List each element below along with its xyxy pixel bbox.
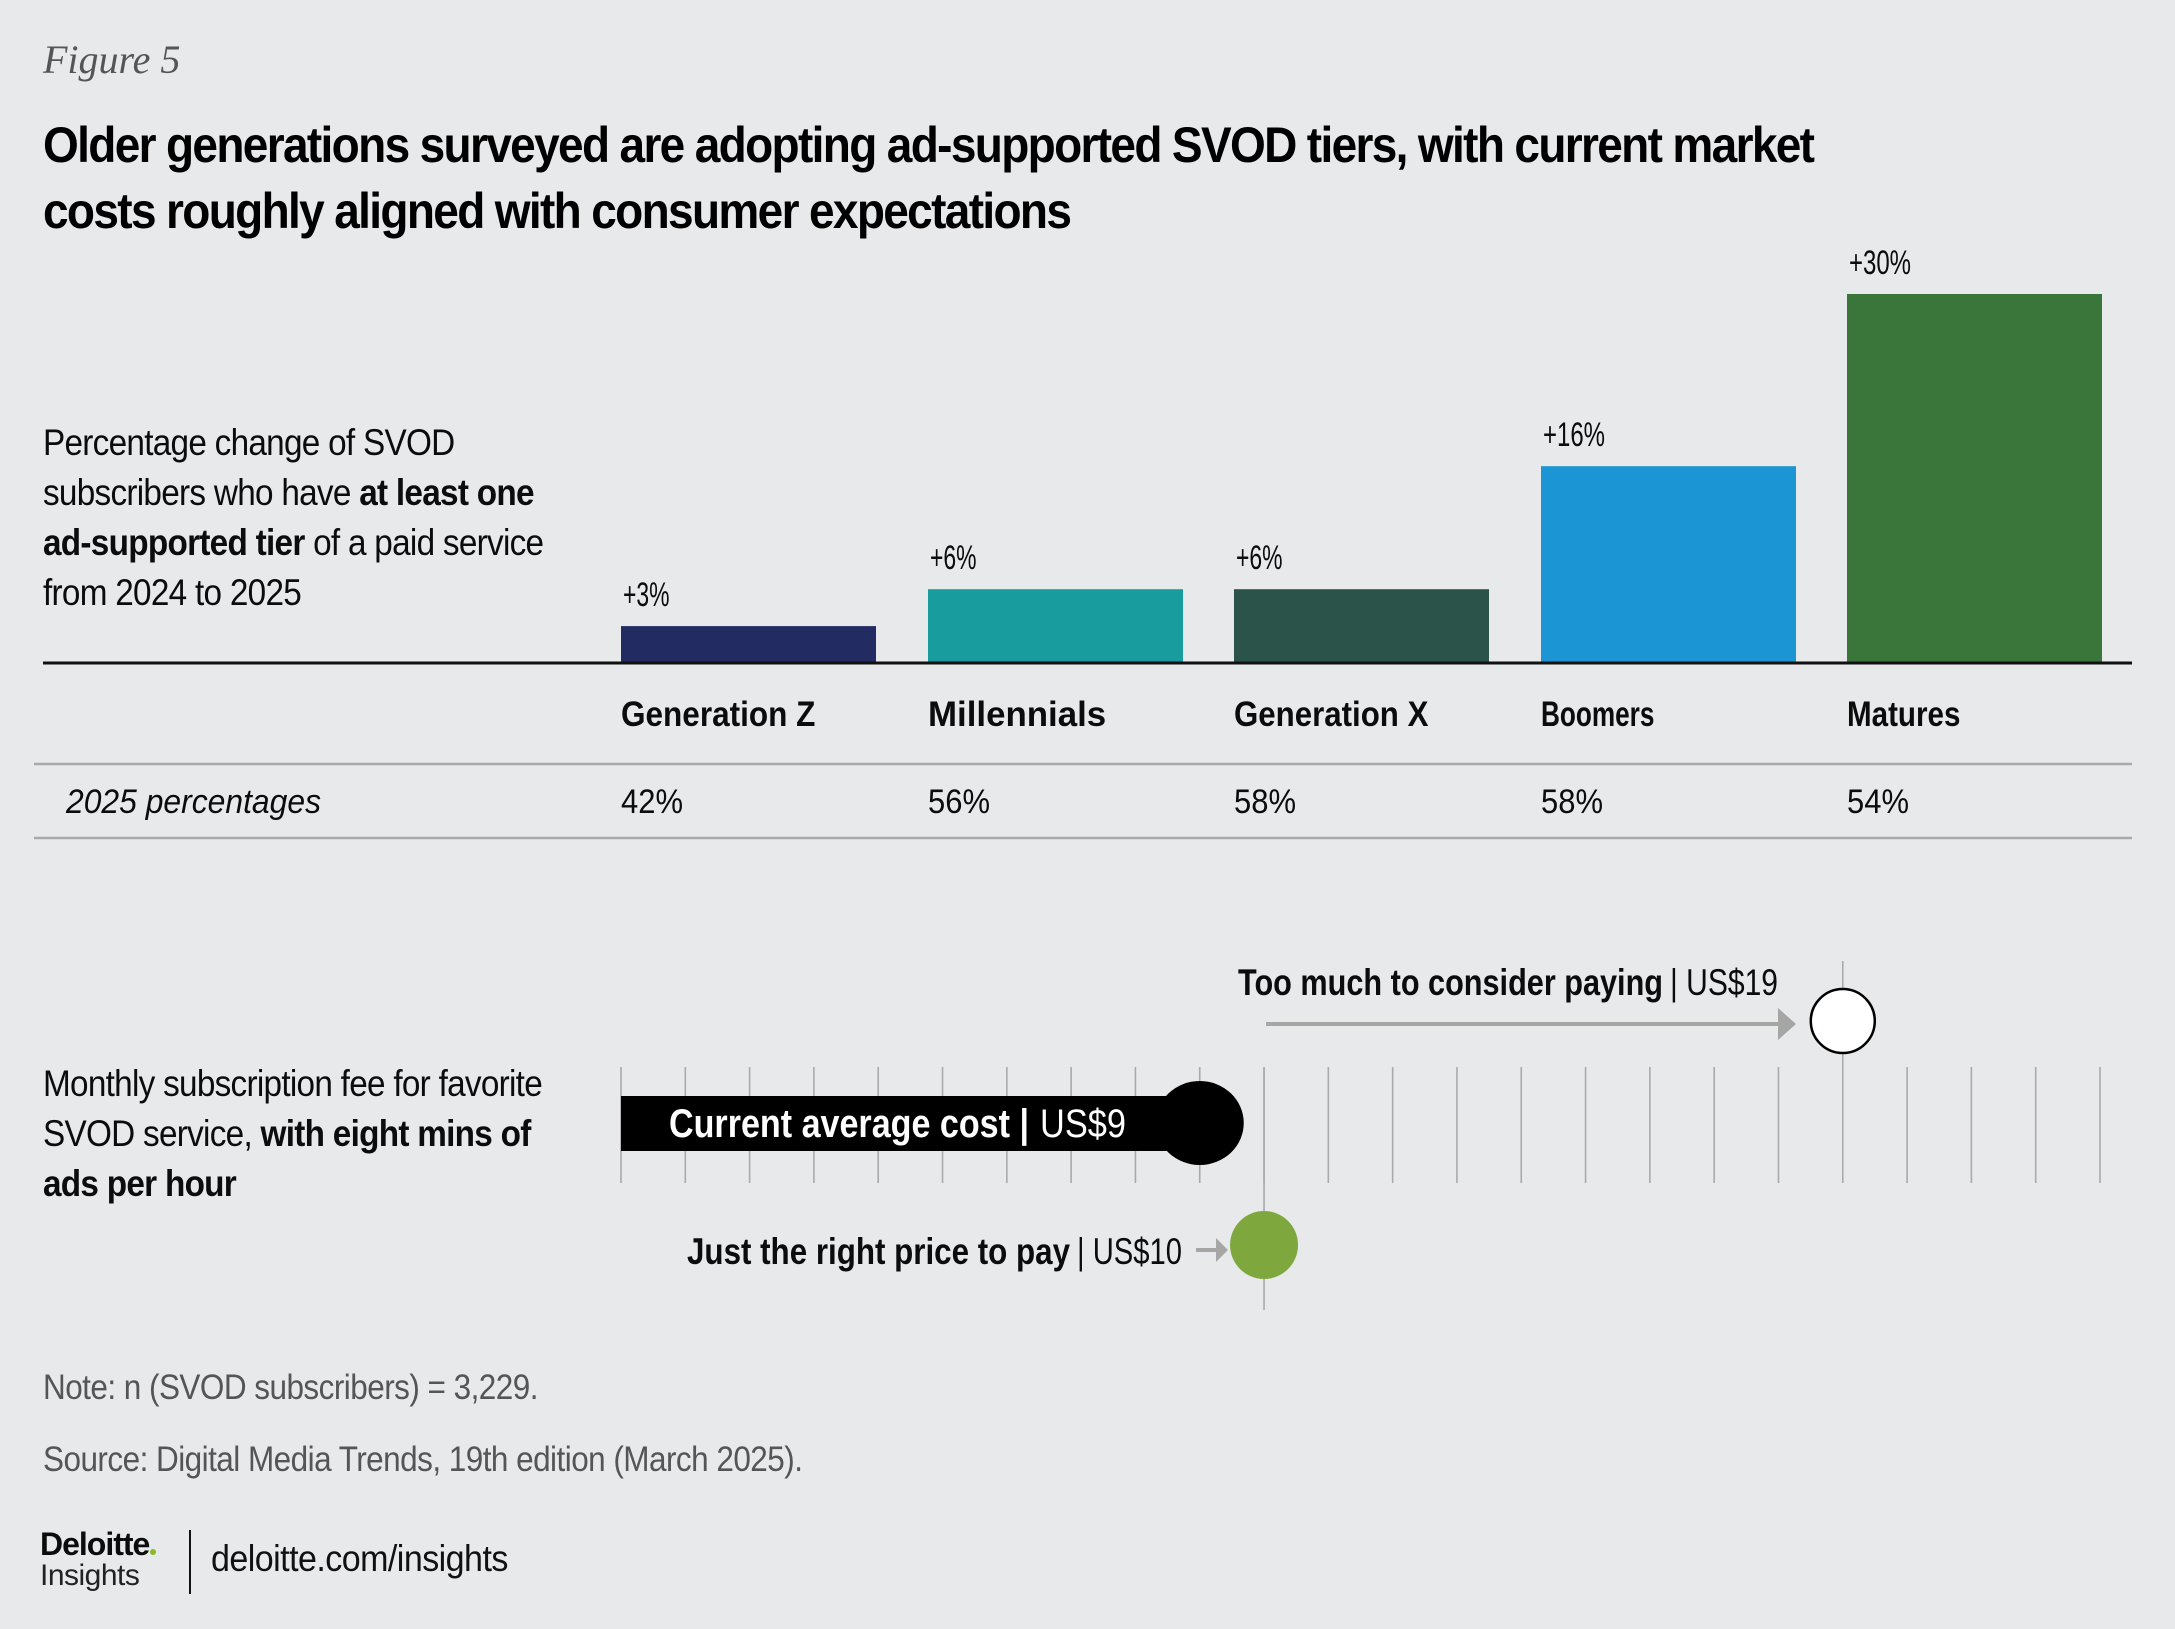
right-price-value: | US$10: [1077, 1231, 1182, 1272]
deloitte-logo: Deloitte Insights: [40, 1526, 157, 1592]
table-value: 58%: [1234, 783, 1296, 821]
brand-name: Deloitte: [40, 1526, 150, 1562]
table-value: 56%: [928, 783, 990, 821]
table-row-label: 2025 percentages: [65, 783, 321, 821]
chart-title: Older generations surveyed are adopting …: [43, 117, 1815, 239]
table-value: 58%: [1541, 783, 1603, 821]
note-text: Note: n (SVOD subscribers) = 3,229.: [43, 1368, 538, 1407]
category-label: Boomers: [1541, 695, 1654, 734]
bar-data-label: +3%: [623, 576, 670, 614]
bar-chart-description: Percentage change of SVOD subscribers wh…: [43, 418, 583, 618]
current-cost-label: Current average cost |: [669, 1102, 1029, 1146]
logo-divider: [189, 1530, 191, 1594]
bar-data-label: +6%: [930, 539, 977, 577]
description-part: with eight mins of ads per hour: [43, 1113, 531, 1204]
description-part: Monthly subscription fee for favorite SV…: [43, 1063, 543, 1154]
bar-boomers: [1541, 466, 1796, 663]
table-value: 54%: [1847, 783, 1909, 821]
too-much-marker: [1809, 987, 1877, 1055]
price-chart-description: Monthly subscription fee for favorite SV…: [43, 1059, 547, 1209]
bar-data-label: +16%: [1543, 416, 1605, 454]
category-label: Matures: [1847, 695, 1960, 734]
bar-generation-x: [1234, 589, 1489, 663]
right-price-label: Just the right price to pay: [687, 1231, 1070, 1272]
bar-matures: [1847, 294, 2102, 663]
right-price-arrow-head-icon: [1216, 1238, 1228, 1262]
table-value: 42%: [621, 783, 683, 821]
too-much-arrow-head-icon: [1778, 1008, 1796, 1040]
bar-data-label: +30%: [1849, 244, 1911, 282]
current-cost-value: US$9: [1040, 1102, 1126, 1146]
deloitte-insights-link[interactable]: deloitte.com/insights: [211, 1538, 508, 1579]
category-label: Generation X: [1234, 695, 1429, 734]
figure-label: Figure 5: [43, 37, 181, 82]
brand-dot-icon: [150, 1549, 157, 1555]
source-text: Source: Digital Media Trends, 19th editi…: [43, 1440, 803, 1479]
brand-sub: Insights: [40, 1559, 140, 1592]
bar-generation-z: [621, 626, 876, 663]
right-price-marker: [1230, 1211, 1299, 1279]
too-much-value: | US$19: [1670, 962, 1778, 1003]
bar-data-label: +6%: [1236, 539, 1283, 577]
bar-millennials: [928, 589, 1183, 663]
description-part: of a paid service from 2024 to 2025: [43, 522, 544, 613]
category-label: Generation Z: [621, 695, 815, 734]
too-much-label: Too much to consider paying: [1238, 962, 1663, 1003]
description-part: Percentage change of SVOD subscribers wh…: [43, 422, 455, 513]
category-label: Millennials: [928, 695, 1106, 734]
current-cost-marker: [1155, 1081, 1244, 1165]
description-part: at least one ad-supported tier: [43, 472, 535, 563]
current-cost-bar: [621, 1096, 1200, 1151]
